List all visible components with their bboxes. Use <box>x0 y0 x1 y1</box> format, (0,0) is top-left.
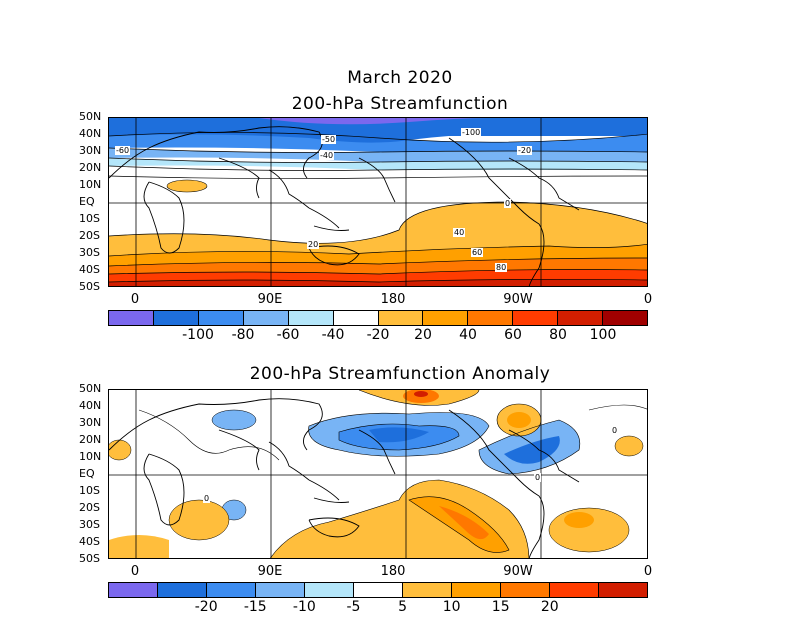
colorbar-swatch <box>423 311 469 325</box>
colorbar-tick-label: -20 <box>366 327 390 343</box>
lon-label: 90E <box>257 564 283 579</box>
lat-label: 20N <box>79 161 102 174</box>
colorbar-tick-label: -20 <box>194 599 218 615</box>
lat-label: EQ <box>79 195 95 208</box>
lat-label: 40N <box>79 399 102 412</box>
contour-label: -20 <box>517 146 533 155</box>
lon-label: 0 <box>130 292 140 307</box>
colorbar-swatch <box>207 583 256 597</box>
colorbar-swatch <box>378 311 424 325</box>
lat-label: 30S <box>79 518 100 531</box>
lon-label: 90W <box>503 292 533 307</box>
colorbar-swatch <box>109 311 154 325</box>
colorbar-tick-label: 5 <box>398 599 407 615</box>
colorbar-swatch <box>513 311 559 325</box>
contour-label: 60 <box>471 248 484 257</box>
colorbar-tick-label: 80 <box>549 327 567 343</box>
lat-label: 50N <box>79 110 102 123</box>
colorbar-tick-label: -80 <box>231 327 255 343</box>
colorbar-anomaly <box>108 582 648 598</box>
streamfunction-anomaly-map: 0 0 0 <box>108 389 648 559</box>
colorbar-swatch <box>501 583 550 597</box>
contour-label: 80 <box>495 263 508 272</box>
colorbar-streamfunction <box>108 310 648 326</box>
lon-label: 90W <box>503 564 533 579</box>
panel-2-title: 200-hPa Streamfunction Anomaly <box>249 364 551 384</box>
streamfunction-map: -60 -100 -50 -40 -20 20 40 60 80 0 <box>108 117 648 287</box>
lat-label: 20S <box>79 501 100 514</box>
colorbar-tick-label: 15 <box>491 599 510 615</box>
contour-label: 40 <box>453 228 466 237</box>
colorbar-swatch <box>603 311 648 325</box>
lat-label: 10S <box>79 484 100 497</box>
lat-label: 20S <box>79 229 100 242</box>
colorbar-swatch <box>305 583 354 597</box>
lat-label: 40S <box>79 263 100 276</box>
colorbar-swatch <box>288 311 334 325</box>
panel-1-title: 200-hPa Streamfunction <box>291 94 509 114</box>
colorbar-swatch <box>158 583 207 597</box>
colorbar-swatch <box>153 311 199 325</box>
contour-label: 0 <box>611 426 619 435</box>
lat-label: 50S <box>79 552 100 565</box>
lat-label: 10N <box>79 178 102 191</box>
colorbar-swatch <box>109 583 158 597</box>
colorbar-swatch <box>550 583 599 597</box>
page-title: March 2020 <box>347 68 453 88</box>
lon-label: 90E <box>257 292 283 307</box>
colorbar-swatch <box>333 311 379 325</box>
colorbar-tick-label: 20 <box>540 599 559 615</box>
colorbar-swatch <box>256 583 305 597</box>
contour-label: 0 <box>504 199 512 208</box>
lon-label: 0 <box>130 564 140 579</box>
lon-label: 180 <box>380 564 406 579</box>
lat-label: 10N <box>79 450 102 463</box>
contour-label: -100 <box>461 128 482 137</box>
colorbar-swatch <box>243 311 289 325</box>
lat-label: 30N <box>79 416 102 429</box>
lat-label: 10S <box>79 212 100 225</box>
colorbar-swatch <box>354 583 403 597</box>
lat-label: 40S <box>79 535 100 548</box>
colorbar-tick-label: 100 <box>589 327 617 343</box>
lat-label: 40N <box>79 127 102 140</box>
colorbar-tick-label: -60 <box>276 327 300 343</box>
lon-label: 0 <box>643 564 653 579</box>
colorbar-tick-label: -40 <box>321 327 345 343</box>
contour-label: -50 <box>321 135 337 144</box>
colorbar-tick-label: -15 <box>243 599 267 615</box>
colorbar-tick-label: 60 <box>504 327 522 343</box>
lon-label: 180 <box>380 292 406 307</box>
colorbar-swatch <box>558 311 604 325</box>
colorbar-tick-label: 10 <box>442 599 461 615</box>
colorbar-swatch <box>468 311 514 325</box>
colorbar-tick-label: -100 <box>182 327 214 343</box>
contour-label: -60 <box>115 146 131 155</box>
colorbar-swatch <box>452 583 501 597</box>
colorbar-tick-label: 20 <box>414 327 432 343</box>
lat-label: 50S <box>79 280 100 293</box>
lon-label: 0 <box>643 292 653 307</box>
contour-label: 0 <box>203 494 211 503</box>
lat-label: 30S <box>79 246 100 259</box>
lat-label: 20N <box>79 433 102 446</box>
contour-label: 20 <box>307 240 320 249</box>
colorbar-swatch <box>198 311 244 325</box>
lat-label: 50N <box>79 382 102 395</box>
contour-label: 0 <box>534 473 542 482</box>
colorbar-swatch <box>403 583 452 597</box>
lat-label: 30N <box>79 144 102 157</box>
colorbar-swatch <box>599 583 647 597</box>
lat-label: EQ <box>79 467 95 480</box>
colorbar-tick-label: -10 <box>292 599 316 615</box>
colorbar-tick-label: 40 <box>459 327 477 343</box>
contour-label: -40 <box>319 151 335 160</box>
colorbar-tick-label: -5 <box>346 599 361 615</box>
